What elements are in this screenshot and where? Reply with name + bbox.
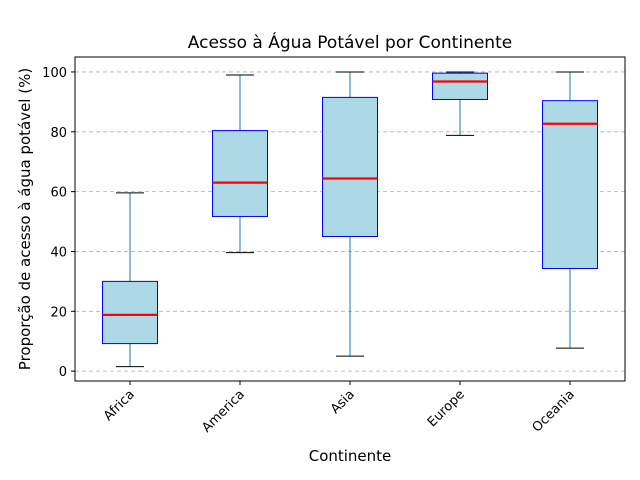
y-axis: 0 20 40 60 80 100 [42,66,75,380]
y-tick-label: 0 [59,365,67,380]
iqr-box [102,280,158,345]
y-tick-label: 100 [42,66,67,81]
box-series [102,71,598,368]
box-africa [102,192,158,368]
box-america [212,74,268,254]
iqr-box [432,72,488,100]
iqr-box [542,100,598,270]
x-axis-label: Continente [309,447,392,465]
chart-title: Acesso à Água Potável por Continente [188,31,512,53]
y-tick-label: 40 [50,245,67,260]
y-tick-label: 20 [50,305,67,320]
y-tick-label: 60 [50,186,67,201]
box-europe [432,71,488,136]
y-axis-label: Proporção de acesso à água potável (%) [16,68,34,370]
iqr-box [212,130,268,217]
y-tick-label: 80 [50,126,67,141]
box-oceania [542,71,598,349]
box-asia [322,71,378,357]
iqr-box [322,96,378,238]
